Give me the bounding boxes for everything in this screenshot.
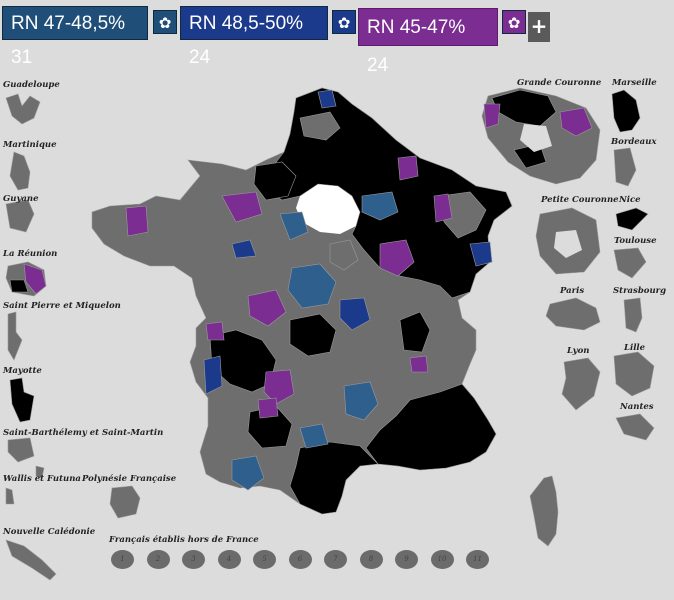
legend-item-rn-45-47[interactable]: RN 45-47% 24 <box>358 8 498 76</box>
label-grande-couronne: Grande Couronne <box>517 78 602 88</box>
region-purple-4[interactable] <box>263 369 295 405</box>
region-purple-2[interactable] <box>247 289 287 327</box>
label-francais-etrangers: Français établis hors de France <box>109 535 259 545</box>
toulouse-shape[interactable] <box>613 247 647 279</box>
abroad-circle-6[interactable]: 6 <box>288 550 312 569</box>
label-guadeloupe: Guadeloupe <box>3 80 60 90</box>
region-blue-5[interactable] <box>279 211 309 241</box>
region-blue-1[interactable] <box>287 263 337 309</box>
region-purple-3[interactable] <box>125 205 149 237</box>
paris-region-blank <box>296 184 360 234</box>
region-centre-1[interactable] <box>289 313 337 357</box>
strasbourg-shape[interactable] <box>623 297 643 333</box>
abroad-circle-10[interactable]: 10 <box>430 550 454 569</box>
abroad-circle-5[interactable]: 5 <box>253 550 276 569</box>
saint-pierre-shape[interactable] <box>7 311 23 361</box>
region-gray-ne-3[interactable] <box>329 239 359 271</box>
region-darkblue-1[interactable] <box>203 355 223 395</box>
abroad-circle-1[interactable]: 1 <box>111 550 134 569</box>
abroad-circle-3[interactable]: 3 <box>182 550 205 569</box>
legend-item-rn-48-50[interactable]: RN 48,5-50% 24 <box>180 6 328 68</box>
mainland-france <box>91 87 513 515</box>
label-saint-barthelemy: Saint-Barthélemy et Saint-Martin <box>3 428 164 438</box>
bordeaux-shape[interactable] <box>613 147 637 187</box>
region-alps[interactable] <box>399 311 431 353</box>
petite-couronne-hole <box>554 230 582 258</box>
label-strasbourg: Strasbourg <box>613 286 667 296</box>
label-martinique: Martinique <box>3 140 57 150</box>
label-guyane: Guyane <box>3 194 39 204</box>
region-north-west[interactable] <box>253 161 297 201</box>
polynesie-shape[interactable] <box>109 485 141 519</box>
saint-barthelemy-shape[interactable] <box>7 437 35 463</box>
label-marseille: Marseille <box>612 78 657 88</box>
label-petite-couronne: Petite Couronne <box>541 195 619 205</box>
abroad-circle-9[interactable]: 9 <box>395 550 418 569</box>
region-blue-3[interactable] <box>361 191 399 221</box>
gear-icon[interactable]: ✿ <box>153 10 177 34</box>
label-polynesie: Polynésie Française <box>82 474 177 484</box>
label-nantes: Nantes <box>620 402 654 412</box>
abroad-circle-2[interactable]: 2 <box>146 550 170 569</box>
region-purple-7[interactable] <box>397 155 419 181</box>
reunion-black[interactable] <box>9 279 29 293</box>
abroad-circle-7[interactable]: 7 <box>324 550 347 569</box>
paris-shape[interactable] <box>545 297 601 331</box>
region-purple-6[interactable] <box>433 193 453 223</box>
legend-item-rn-47-48[interactable]: RN 47-48,5% 31 <box>2 6 148 68</box>
abroad-circle-4[interactable]: 4 <box>217 550 241 569</box>
caledonie-shape[interactable] <box>5 539 57 581</box>
grande-couronne-hole <box>520 124 552 152</box>
label-bordeaux: Bordeaux <box>611 137 657 147</box>
wallis-shape[interactable] <box>5 465 45 505</box>
region-purple-1[interactable] <box>379 239 415 277</box>
nice-shape[interactable] <box>615 207 649 231</box>
grande-couronne-purple[interactable] <box>559 107 593 137</box>
nantes-shape[interactable] <box>615 413 655 441</box>
plus-icon[interactable]: + <box>528 12 550 42</box>
label-lyon: Lyon <box>567 346 590 356</box>
label-wallis: Wallis et Futuna <box>3 474 81 484</box>
region-blue-6[interactable] <box>299 423 329 449</box>
region-darkblue-2[interactable] <box>339 297 371 331</box>
label-lille: Lille <box>624 343 646 353</box>
region-purple-5[interactable] <box>221 191 263 223</box>
region-languedoc[interactable] <box>289 441 379 515</box>
label-la-reunion: La Réunion <box>3 249 58 259</box>
mayotte-shape[interactable] <box>9 377 35 423</box>
grande-couronne-black[interactable] <box>491 89 557 127</box>
region-darkblue-5[interactable] <box>231 239 257 259</box>
region-south-east[interactable] <box>365 383 497 471</box>
region-darkblue-4[interactable] <box>469 241 493 267</box>
reunion-purple[interactable] <box>23 263 47 295</box>
gear-icon[interactable]: ✿ <box>332 10 356 34</box>
region-blue-4[interactable] <box>231 455 265 491</box>
label-saint-pierre: Saint Pierre et Miquelon <box>3 301 121 311</box>
region-blue-2[interactable] <box>343 381 379 421</box>
martinique-shape[interactable] <box>9 151 31 191</box>
region-gray-ne-1[interactable] <box>299 111 341 141</box>
region-purple-8[interactable] <box>205 321 225 341</box>
region-purple-10[interactable] <box>409 355 429 373</box>
corsica-shape[interactable] <box>529 475 559 547</box>
guadeloupe-shape[interactable] <box>5 93 41 125</box>
lille-shape[interactable] <box>613 351 655 397</box>
label-mayotte: Mayotte <box>3 366 42 376</box>
guyane-shape[interactable] <box>5 199 35 233</box>
label-toulouse: Toulouse <box>614 236 657 246</box>
region-gray-ne-2[interactable] <box>439 191 487 239</box>
marseille-shape[interactable] <box>611 89 641 133</box>
gear-icon[interactable]: ✿ <box>502 10 526 34</box>
abroad-circle-8[interactable]: 8 <box>359 550 383 569</box>
grande-couronne-purple-2[interactable] <box>483 103 501 129</box>
region-purple-9[interactable] <box>257 397 279 419</box>
abroad-circle-11[interactable]: 11 <box>466 550 489 569</box>
label-nice: Nice <box>619 195 641 205</box>
lyon-shape[interactable] <box>561 357 601 411</box>
region-darkblue-3[interactable] <box>317 89 337 109</box>
label-paris: Paris <box>560 286 585 296</box>
label-nouvelle-caledonie: Nouvelle Calédonie <box>3 527 96 537</box>
